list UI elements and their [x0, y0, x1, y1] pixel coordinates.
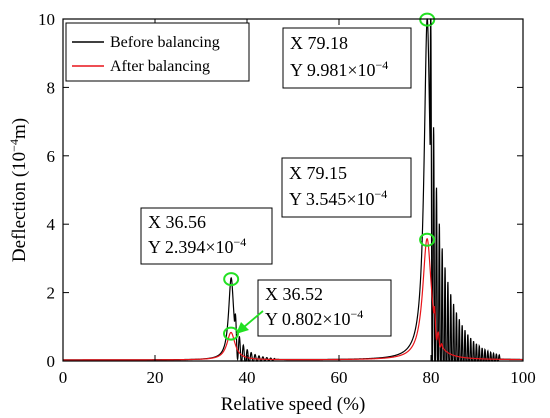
annotation-x: X 36.52 — [265, 284, 323, 304]
annotation-box — [140, 207, 273, 265]
peak-marker — [419, 232, 436, 247]
legend-label-after: After balancing — [110, 58, 210, 75]
annotation-x: X 79.18 — [290, 33, 348, 53]
arrow-head — [236, 322, 249, 334]
legend-label-before: Before balancing — [110, 34, 220, 51]
plot-frame — [62, 18, 524, 362]
x-tick-label: 20 — [147, 368, 164, 387]
x-tick-label: 0 — [59, 368, 68, 387]
y-tick-label: 2 — [47, 284, 56, 303]
annotation-peak2-before: X 79.18 Y 9.981×10−4 — [282, 27, 412, 89]
annotation-y: Y 0.802×10−4 — [265, 307, 363, 329]
y-tick-label: 10 — [38, 10, 55, 29]
peak-marker — [419, 12, 436, 27]
x-tick-label: 40 — [239, 368, 256, 387]
x-axis-title: Relative speed (%) — [221, 394, 366, 415]
annotation-box — [257, 279, 392, 337]
annotation-y: Y 3.545×10−4 — [289, 187, 387, 209]
peak-marker — [223, 272, 240, 287]
annotation-y: Y 9.981×10−4 — [290, 58, 388, 80]
annotation-peak1-after: X 36.52 Y 0.802×10−4 — [257, 279, 392, 337]
annotation-x: X 36.56 — [148, 212, 206, 232]
legend-box — [65, 22, 250, 82]
peak-marker — [222, 326, 239, 341]
annotation-peak2-after: X 79.15 Y 3.545×10−4 — [281, 157, 412, 218]
x-tick-label: 80 — [423, 368, 440, 387]
annotation-x: X 79.15 — [289, 163, 347, 183]
y-tick-label: 0 — [47, 352, 56, 371]
annotation-box — [282, 27, 412, 89]
y-axis-title: Deflection (10−4m) — [7, 118, 30, 262]
y-tick-label: 6 — [47, 147, 56, 166]
annotation-box — [281, 157, 412, 218]
y-tick-label: 8 — [47, 78, 56, 97]
series-line-after — [63, 238, 523, 361]
y-tick-label: 4 — [47, 215, 56, 234]
x-tick-label: 60 — [331, 368, 348, 387]
x-tick-label: 100 — [510, 368, 536, 387]
legend: Before balancing After balancing — [65, 22, 250, 82]
annotation-y: Y 2.394×10−4 — [148, 235, 246, 257]
arrow-shaft — [243, 310, 264, 328]
annotation-arrow — [236, 310, 264, 334]
annotation-peak1-before: X 36.56 Y 2.394×10−4 — [140, 207, 273, 265]
